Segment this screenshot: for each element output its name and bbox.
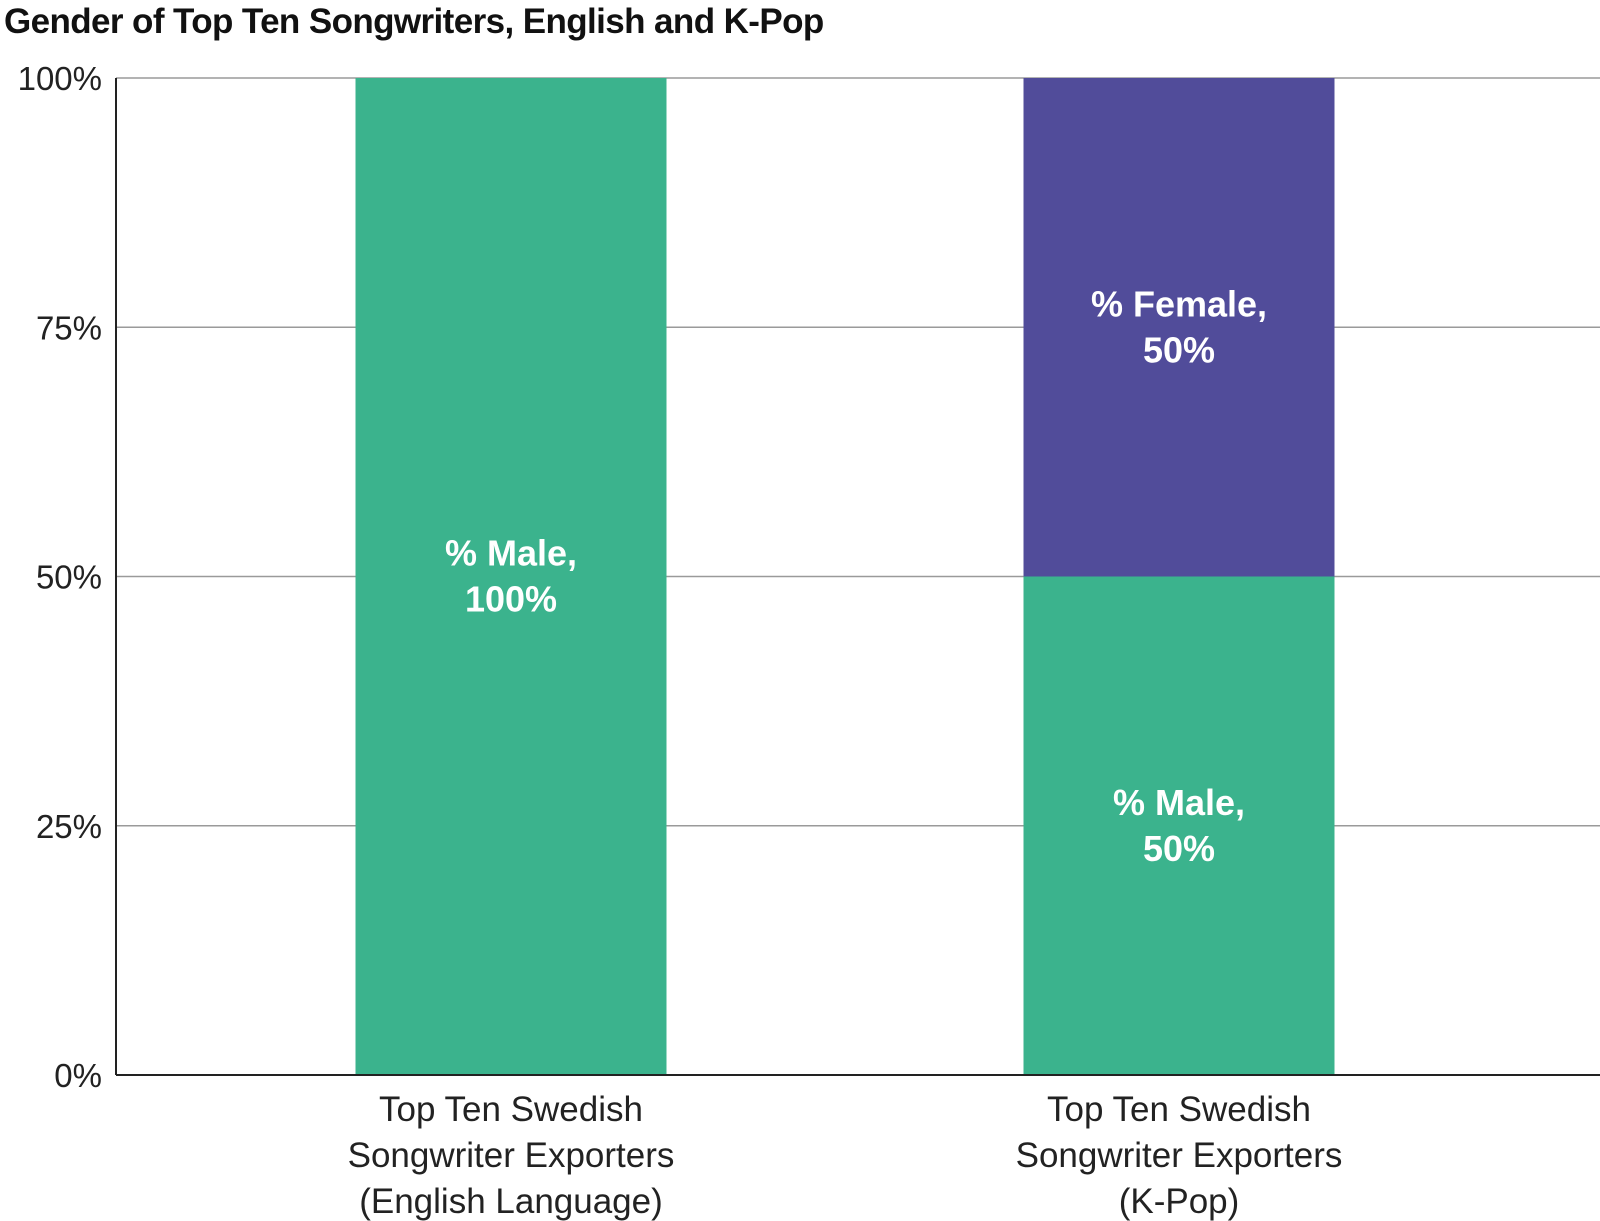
x-category-label-line: Top Ten Swedish [379, 1090, 643, 1129]
x-category-label-line: (English Language) [359, 1182, 663, 1221]
data-label-line: % Male, [1113, 782, 1245, 823]
bar-female-2 [1023, 78, 1335, 577]
x-category-label-line: Songwriter Exporters [348, 1136, 675, 1175]
y-tick-label-75: 75% [36, 309, 102, 346]
data-label-line: % Male, [445, 533, 577, 574]
gridlines [116, 77, 1600, 827]
y-tick-label-0: 0% [54, 1057, 102, 1094]
x-category-label-line: Songwriter Exporters [1016, 1136, 1343, 1175]
data-label-female-2: % Female, 50% [1091, 283, 1267, 370]
data-label-line: % Female, [1091, 283, 1267, 324]
data-label-line: 50% [1143, 828, 1215, 869]
labels: 0% 25% 50% 75% 100% % Male, 100% Top Ten Swedis… [18, 60, 1343, 1221]
x-category-label-line: (K-Pop) [1119, 1182, 1240, 1221]
x-category-label-1: Top Ten Swedish Songwriter Exporters (Engl… [348, 1090, 675, 1221]
chart-title: Gender of Top Ten Songwriters, English a… [4, 2, 824, 41]
data-label-line: 50% [1143, 329, 1215, 370]
data-label-male-2: % Male, 50% [1113, 782, 1245, 869]
bar-male-1 [355, 78, 667, 1075]
x-category-label-2: Top Ten Swedish Songwriter Exporters (K-Po… [1016, 1090, 1343, 1221]
bar-male-2 [1023, 576, 1335, 1075]
x-category-label-line: Top Ten Swedish [1047, 1090, 1311, 1129]
y-tick-label-50: 50% [36, 559, 102, 596]
data-label-male-1: % Male, 100% [445, 533, 577, 620]
y-tick-label-25: 25% [36, 808, 102, 845]
axes [115, 78, 1600, 1076]
data-label-line: 100% [465, 579, 557, 620]
y-tick-label-100: 100% [18, 60, 102, 97]
bars [355, 78, 1335, 1075]
